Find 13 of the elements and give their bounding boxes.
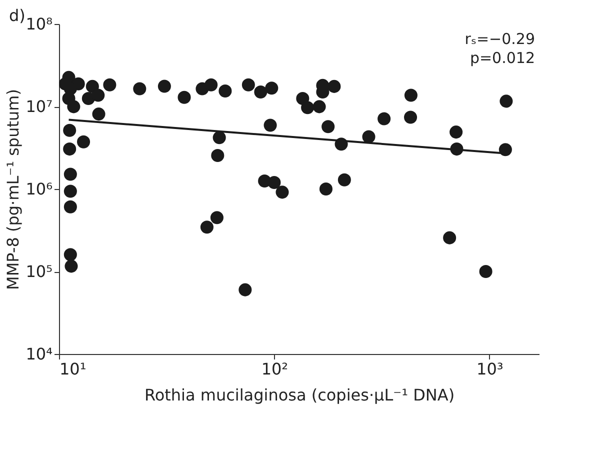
y-tick-label: 10⁵	[26, 262, 52, 281]
y-tick-label: 10⁴	[26, 344, 52, 364]
x-tick-label: 10¹	[60, 360, 86, 378]
x-tick-label: 10²	[261, 360, 288, 378]
x-axis-title: Rothia mucilaginosa (copies·µL⁻¹ DNA)	[144, 386, 455, 404]
y-tick-label: 10⁸	[26, 14, 52, 34]
y-tick-label: 10⁷	[26, 97, 52, 116]
annotation: p=0.012	[470, 49, 535, 67]
annotation: rₛ=−0.29	[464, 30, 535, 48]
y-axis-title: MMP-8 (pg·mL⁻¹ sputum)	[4, 89, 23, 290]
chart-title: d)	[9, 6, 26, 25]
x-tick-label: 10³	[476, 360, 504, 378]
y-tick-label: 10⁶	[26, 180, 52, 198]
